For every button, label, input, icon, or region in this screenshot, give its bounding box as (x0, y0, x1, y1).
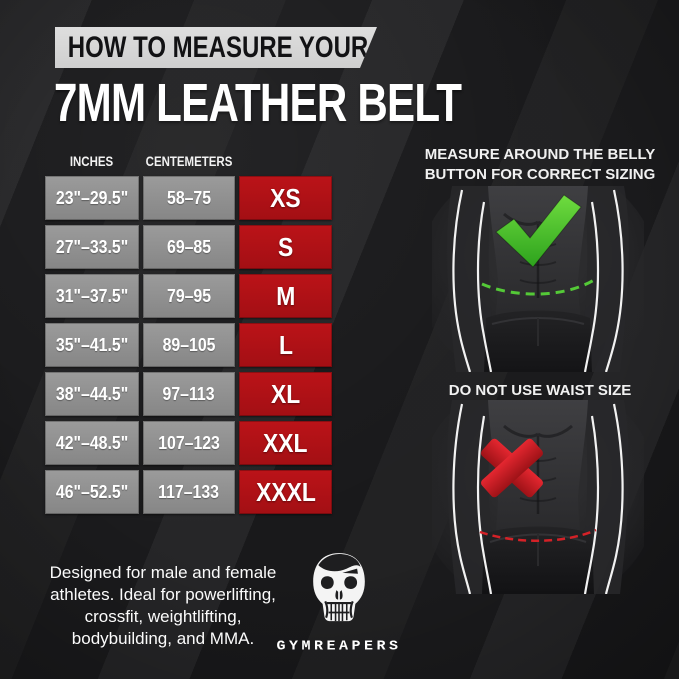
size-cell: XXXL (239, 470, 332, 514)
cm-cell: 97–113 (143, 372, 235, 416)
inches-cell: 31"–37.5" (45, 274, 139, 318)
waist-measure-line (479, 528, 597, 542)
measure-instruction: MEASURE AROUND THE BELLY BUTTON FOR CORR… (415, 145, 665, 184)
size-table: 23"–29.5" 58–75 XS 27"–33.5" 69–85 S 31"… (45, 176, 332, 514)
cm-cell: 58–75 (143, 176, 235, 220)
brand-wordmark: GYMREAPERS (276, 638, 402, 655)
torso-correct-svg (432, 186, 644, 372)
size-cell: S (239, 225, 332, 269)
cm-cell: 89–105 (143, 323, 235, 367)
size-cell: XL (239, 372, 332, 416)
arm-contour-line (452, 189, 472, 372)
arm-contour-line (452, 403, 472, 594)
cm-cell: 107–123 (143, 421, 235, 465)
green-checkmark-icon (495, 194, 582, 268)
product-description: Designed for male and female athletes. I… (49, 563, 277, 648)
inches-cell: 27"–33.5" (45, 225, 139, 269)
torso-incorrect-svg (432, 400, 644, 594)
donot-instruction: DO NOT USE WAIST SIZE (448, 382, 632, 399)
inches-cell: 38"–44.5" (45, 372, 139, 416)
header-eyebrow: HOW TO MEASURE YOUR (67, 30, 369, 64)
page-title: 7MM LEATHER BELT (54, 73, 462, 133)
header-eyebrow-box: HOW TO MEASURE YOUR (55, 27, 377, 68)
red-x-icon (481, 438, 543, 498)
size-cell: L (239, 323, 332, 367)
column-header-centimeters: CENTEMETERS (145, 153, 233, 169)
size-cell: XXL (239, 421, 332, 465)
torso-incorrect-illustration (432, 400, 644, 594)
size-cell: M (239, 274, 332, 318)
cm-cell: 117–133 (143, 470, 235, 514)
measure-instruction-line2: BUTTON FOR CORRECT SIZING (424, 165, 656, 183)
cm-cell: 69–85 (143, 225, 235, 269)
measure-instruction-line1: MEASURE AROUND THE BELLY (424, 146, 656, 163)
size-cell: XS (239, 176, 332, 220)
inches-cell: 23"–29.5" (45, 176, 139, 220)
torso-correct-illustration (432, 186, 644, 372)
inches-cell: 46"–52.5" (45, 470, 139, 514)
column-header-inches: INCHES (70, 153, 114, 169)
skull-icon (313, 553, 365, 622)
brand-logo: GYMREAPERS (277, 551, 401, 655)
inches-cell: 42"–48.5" (45, 421, 139, 465)
cm-cell: 79–95 (143, 274, 235, 318)
inches-cell: 35"–41.5" (45, 323, 139, 367)
